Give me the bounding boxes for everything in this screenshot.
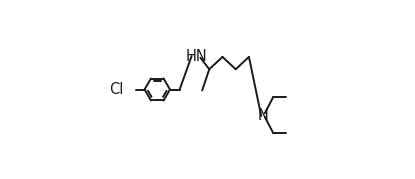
Text: Cl: Cl bbox=[109, 82, 123, 97]
Text: N: N bbox=[258, 108, 269, 123]
Text: HN: HN bbox=[185, 49, 207, 64]
